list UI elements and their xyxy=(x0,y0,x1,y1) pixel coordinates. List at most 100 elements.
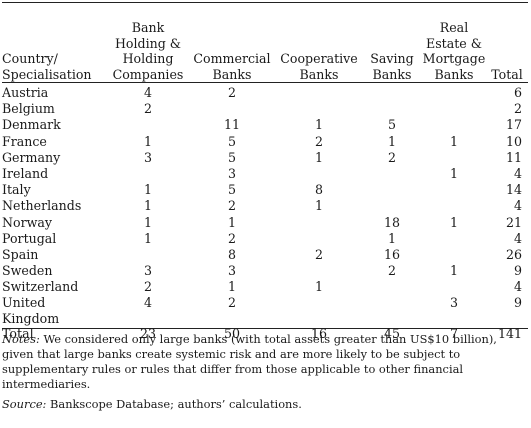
cell-commercial: 5 xyxy=(227,133,236,149)
table-row: Denmark 11 1 5 17 xyxy=(2,117,528,133)
cell-commercial: 1 xyxy=(227,214,236,230)
cell-real-estate xyxy=(422,117,486,133)
cell-cooperative: 8 xyxy=(314,182,323,198)
cell-commercial: 3 xyxy=(227,165,236,181)
header-real-estate-line-3: Mortgage xyxy=(422,51,486,66)
cell-commercial: 1 xyxy=(227,279,236,295)
table-row: Belgium 2 2 xyxy=(2,101,528,117)
header-total-line-1: Total xyxy=(491,66,523,82)
cell-real-estate: 1 xyxy=(449,214,458,230)
cell-country: Ireland xyxy=(2,165,49,181)
header-cooperative: Cooperative Banks xyxy=(276,4,362,82)
cell-cooperative xyxy=(276,295,362,326)
cell-country: Belgium xyxy=(2,101,55,117)
cell-saving xyxy=(362,182,422,198)
header-bank-holding-line-2: Holding & xyxy=(114,35,182,51)
cell-cooperative: 1 xyxy=(314,279,323,295)
table-row: Norway 1 1 18 1 21 xyxy=(2,215,528,231)
cell-bank-holding: 3 xyxy=(143,263,152,279)
table-row: Germany 3 5 1 2 11 xyxy=(2,150,528,166)
cell-cooperative xyxy=(276,166,362,182)
cell-total: 11 xyxy=(505,149,522,165)
cell-cooperative xyxy=(276,263,362,279)
table-row: France 1 5 2 1 1 10 xyxy=(2,134,528,150)
source-text: Bankscope Database; authors’ calculation… xyxy=(46,397,302,411)
table-row: Spain 8 2 16 26 xyxy=(2,247,528,263)
table-bottom-rule xyxy=(2,328,528,329)
cell-saving: 2 xyxy=(387,263,396,279)
cell-commercial: 8 xyxy=(227,246,236,262)
table-notes: Notes: We considered only large banks (w… xyxy=(2,332,526,412)
cell-real-estate xyxy=(422,247,486,263)
cell-bank-holding xyxy=(108,166,188,182)
cell-total: 14 xyxy=(505,182,522,198)
table-total-row: Total 23 50 16 45 7 141 xyxy=(2,326,528,342)
table-header: Country/ Specialisation Bank Holding & H… xyxy=(2,4,528,82)
header-real-estate-line-2: Estate & xyxy=(426,35,482,51)
cell-saving xyxy=(362,198,422,214)
header-bank-holding-line-1: Bank xyxy=(131,20,165,35)
notes-text: We considered only large banks (with tot… xyxy=(2,332,497,391)
header-saving: Saving Banks xyxy=(362,4,422,82)
cell-commercial: 11 xyxy=(223,117,241,133)
cell-real-estate xyxy=(422,279,486,295)
header-real-estate-line-1: Real xyxy=(439,20,469,35)
header-bank-holding: Bank Holding & Holding Companies xyxy=(108,4,188,82)
header-real-estate-line-4: Banks xyxy=(434,66,474,82)
cell-country: Denmark xyxy=(2,117,61,133)
header-commercial: Commercial Banks xyxy=(188,4,276,82)
cell-saving xyxy=(362,166,422,182)
header-cooperative-line-1: Cooperative xyxy=(280,51,358,66)
cell-real-estate xyxy=(422,182,486,198)
cell-bank-holding: 1 xyxy=(143,230,152,246)
cell-cooperative xyxy=(276,215,362,231)
cell-cooperative xyxy=(276,231,362,247)
cell-cooperative: 2 xyxy=(314,133,323,149)
cell-saving: 45 xyxy=(383,326,401,342)
notes-paragraph: Notes: We considered only large banks (w… xyxy=(2,332,526,392)
cell-cooperative xyxy=(276,101,362,117)
cell-total: 6 xyxy=(513,85,522,100)
header-country-line-2: Specialisation xyxy=(2,66,92,82)
cell-bank-holding: 2 xyxy=(143,101,152,117)
cell-total: 141 xyxy=(497,326,522,342)
cell-country: Switzerland xyxy=(2,279,79,295)
cell-total: 4 xyxy=(513,279,522,295)
source-paragraph: Source: Bankscope Database; authors’ cal… xyxy=(2,397,526,412)
header-country: Country/ Specialisation xyxy=(2,4,108,82)
cell-total: 4 xyxy=(513,230,522,246)
cell-bank-holding: 4 xyxy=(143,295,152,311)
table-row: Sweden 3 3 2 1 9 xyxy=(2,263,528,279)
cell-saving xyxy=(362,279,422,295)
cell-commercial: 2 xyxy=(227,85,236,100)
cell-total: 17 xyxy=(505,117,522,133)
notes-label: Notes: xyxy=(2,332,40,346)
table-row: United Kingdom 4 2 3 9 xyxy=(2,295,528,326)
cell-saving: 5 xyxy=(387,117,396,133)
table-row: Ireland 3 1 4 xyxy=(2,166,528,182)
cell-total: 9 xyxy=(513,295,522,311)
cell-country: United Kingdom xyxy=(2,295,108,326)
header-commercial-line-2: Banks xyxy=(212,66,252,82)
cell-country: Norway xyxy=(2,214,53,230)
header-cooperative-line-2: Banks xyxy=(299,66,339,82)
cell-commercial xyxy=(188,101,276,117)
cell-cooperative: 1 xyxy=(314,149,323,165)
cell-total: 4 xyxy=(513,165,522,181)
cell-country: Sweden xyxy=(2,263,53,279)
cell-real-estate: 3 xyxy=(449,295,458,311)
cell-commercial: 50 xyxy=(223,326,241,342)
cell-real-estate: 1 xyxy=(449,133,458,149)
table-row: Italy 1 5 8 14 xyxy=(2,182,528,198)
cell-bank-holding: 1 xyxy=(143,214,152,230)
cell-cooperative: 1 xyxy=(314,198,323,214)
table-row: Netherlands 1 2 1 4 xyxy=(2,198,528,214)
header-saving-line-2: Banks xyxy=(372,66,412,82)
cell-bank-holding: 1 xyxy=(143,182,152,198)
cell-real-estate xyxy=(422,82,486,101)
cell-commercial: 2 xyxy=(227,230,236,246)
cell-bank-holding: 4 xyxy=(143,85,152,100)
cell-real-estate xyxy=(422,150,486,166)
cell-bank-holding xyxy=(108,247,188,263)
cell-country: Austria xyxy=(2,85,49,100)
